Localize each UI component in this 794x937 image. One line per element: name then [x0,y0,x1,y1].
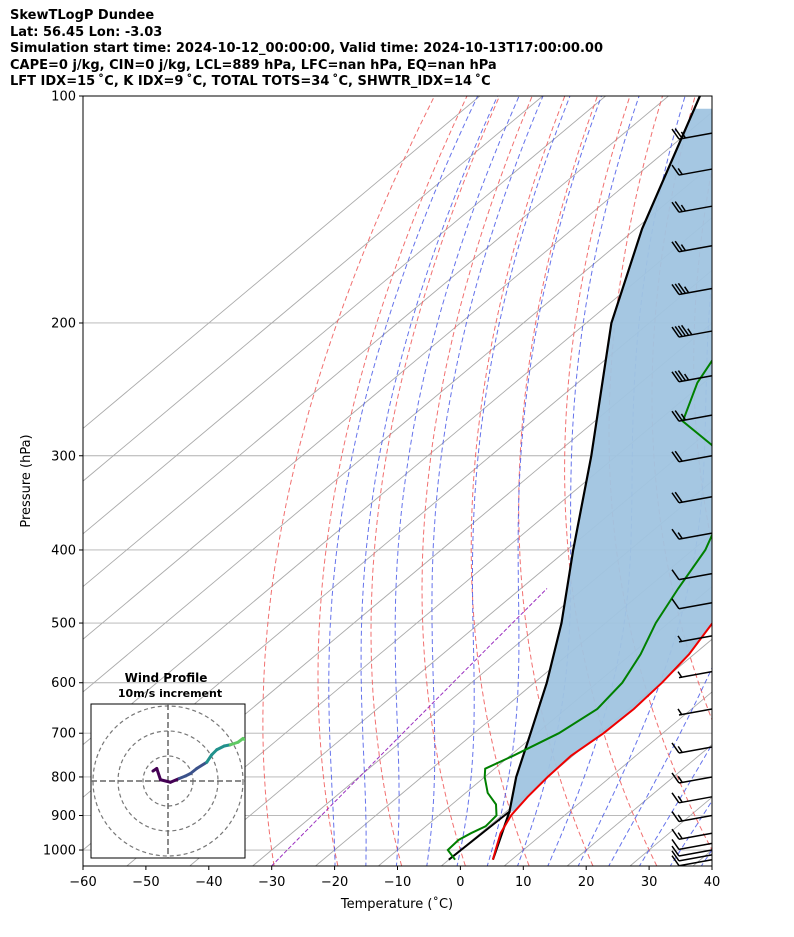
isotherm [83,96,481,430]
y-tick-label: 200 [51,316,76,331]
wind-barb [671,324,713,338]
wind-barb [671,855,713,867]
wind-barb [671,811,713,823]
isotherm [83,96,669,588]
hodograph-segment [195,760,209,770]
wind-barb [671,128,713,140]
x-tick-label: −10 [384,875,411,890]
x-tick-label: 30 [641,875,658,890]
wind-barb [671,792,713,804]
dry-adiabat [262,96,435,866]
wind-barb [671,450,713,463]
wind-barb [671,598,713,610]
y-axis-label: Pressure (hPa) [19,434,34,527]
stability-indices-line: CAPE=0 j/kg, CIN=0 j/kg, LCL=889 hPa, LF… [10,57,497,73]
x-tick-label: −30 [258,875,285,890]
y-tick-label: 700 [51,727,76,742]
wind-barb [671,528,713,540]
temperature-line [491,621,712,860]
location-line: Lat: 56.45 Lon: -3.03 [10,24,163,40]
dry-adiabat [608,96,712,852]
thermo-indices-line: LFT IDX=15 ˚C, K IDX=9 ˚C, TOTAL TOTS=34… [10,74,491,89]
wind-barb [671,742,713,754]
chart-title: SkewTLogP Dundee [10,8,155,23]
cin-shading [509,108,712,812]
x-axis-label: Temperature (˚C) [340,896,453,912]
hodograph-segment [205,753,214,764]
wind-barb [671,370,713,383]
wind-barb [671,282,713,296]
y-tick-label: 100 [51,90,76,105]
wind-barb [677,670,713,679]
wind-barb [671,838,713,851]
wind-barb [677,708,713,716]
wind-barb [671,569,713,581]
dry-adiabat [421,96,533,866]
y-tick-label: 1000 [43,844,76,859]
isotherm [503,691,712,866]
isotherm [83,111,712,640]
wind-barbs [671,128,713,867]
hodograph-segment [241,737,245,742]
x-tick-label: −20 [321,875,348,890]
dewpoint-line [446,358,712,861]
moist-adiabat [700,849,712,866]
inset-subtitle: 10m/s increment [118,687,222,700]
wind-barb [671,828,713,840]
wind-barb [677,635,713,643]
time-line: Simulation start time: 2024-10-12_00:00:… [10,41,603,56]
wind-barb [671,772,713,784]
y-tick-label: 500 [51,617,76,632]
wind-profile-inset: Wind Profile 10m/s increment [90,671,246,859]
y-tick-label: 300 [51,449,76,464]
isotherm [83,164,712,693]
isotherm [83,96,606,535]
wind-barb [671,240,713,253]
x-tick-label: 40 [704,875,721,890]
wind-barb [671,850,713,862]
y-tick-label: 900 [51,809,76,824]
chart-header: SkewTLogP Dundee Lat: 56.45 Lon: -3.03 S… [10,8,603,91]
x-tick-label: 20 [578,875,595,890]
wind-barb [671,491,713,504]
dry-adiabat [774,96,794,866]
isotherm [252,480,712,866]
x-tick-label: −60 [69,875,96,890]
isotherm [315,533,712,866]
wind-barb [671,845,713,857]
parcel-path-line [491,96,701,861]
x-tick-label: 0 [456,875,464,890]
y-tick-label: 600 [51,676,76,691]
y-tick-label: 400 [51,543,76,558]
dry-adiabat [518,96,598,866]
hodograph-segment [169,777,181,784]
wind-barb [671,410,713,422]
x-tick-label: −40 [195,875,222,890]
wind-barb [671,164,713,176]
wind-barb [671,201,713,213]
hodograph-segment [159,778,172,784]
dry-adiabat [734,96,794,866]
y-tick-label: 800 [51,770,76,785]
inset-title: Wind Profile [125,671,208,685]
hodograph-segment [155,767,162,782]
dry-adiabat [470,96,566,866]
lcl-dewpoint-line [448,810,511,861]
x-tick-label: 10 [515,875,532,890]
x-tick-label: −50 [132,875,159,890]
moist-adiabat [486,96,602,866]
